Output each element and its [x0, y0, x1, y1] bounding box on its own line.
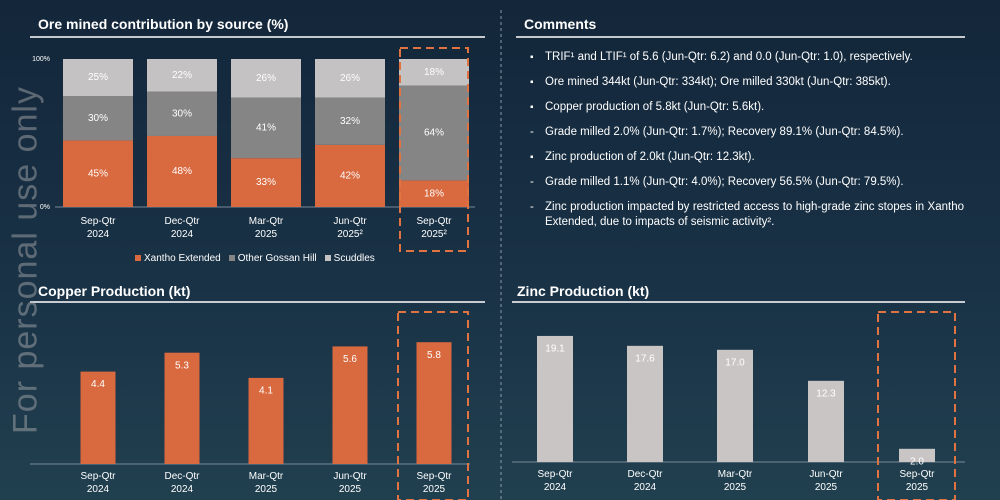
data-label: 42%	[340, 171, 360, 182]
legend: Xantho Extended Other Gossan Hill Scuddles	[135, 253, 375, 264]
highlight-box	[397, 311, 469, 500]
bar	[80, 371, 116, 464]
data-label: 64%	[424, 128, 444, 139]
comment-item: Ore mined 344kt (Jun-Qtr: 334kt); Ore mi…	[530, 75, 964, 90]
chart-title: Ore mined contribution by source (%)	[38, 16, 289, 32]
bar	[808, 380, 844, 462]
x-tick-label: Sep-Qtr 2024	[537, 469, 573, 493]
data-label: 30%	[172, 108, 192, 119]
bar-segment	[315, 97, 385, 145]
bar	[248, 377, 284, 464]
legend-entry: Scuddles	[324, 253, 375, 264]
x-tick-label: Sep-Qtr 2024	[80, 471, 116, 495]
data-label: 45%	[88, 168, 108, 179]
comment-subitem: Zinc production impacted by restricted a…	[530, 200, 964, 230]
data-label: 17.0	[725, 357, 745, 368]
data-label: 33%	[256, 177, 276, 188]
bar-segment	[147, 91, 217, 136]
data-label: 25%	[88, 72, 108, 83]
x-tick-label: Sep-Qtr 2025²	[416, 216, 452, 240]
legend-label: Xantho Extended	[144, 253, 221, 264]
bar-segment	[147, 135, 217, 207]
x-tick-label: Mar-Qtr 2025	[248, 471, 284, 495]
bar-segment	[231, 158, 301, 207]
data-label: 4.1	[259, 386, 273, 397]
watermark: For personal use only	[6, 86, 45, 434]
bar-segment	[63, 59, 133, 96]
legend-entry: Xantho Extended	[135, 253, 221, 264]
legend-entry: Other Gossan Hill	[228, 253, 317, 264]
x-tick-label: Dec-Qtr 2024	[164, 216, 200, 240]
comments-title: Comments	[524, 16, 597, 32]
bar-segment	[231, 59, 301, 98]
bar	[332, 346, 368, 464]
bar-segment	[147, 59, 217, 92]
x-tick-label: Jun-Qtr 2025	[333, 471, 367, 495]
bar	[627, 345, 663, 462]
data-label: 32%	[340, 116, 360, 127]
bar	[899, 448, 935, 462]
x-tick-label: Mar-Qtr 2025	[248, 216, 284, 240]
comment-text: Ore mined 344kt (Jun-Qtr: 334kt); Ore mi…	[530, 75, 964, 90]
comment-item: TRIF¹ and LTIF¹ of 5.6 (Jun-Qtr: 6.2) an…	[530, 50, 964, 65]
bar	[164, 352, 200, 464]
data-label: 19.1	[545, 344, 565, 355]
legend-label: Scuddles	[333, 253, 375, 264]
comment-item: Copper production of 5.8kt (Jun-Qtr: 5.6…	[530, 100, 964, 140]
data-label: 22%	[172, 70, 192, 81]
highlight-box	[399, 47, 469, 252]
bar	[416, 342, 452, 464]
y-tick-label: 100%	[32, 56, 50, 63]
comment-item: Zinc production of 2.0kt (Jun-Qtr: 12.3k…	[530, 150, 964, 230]
bar-segment	[399, 59, 469, 86]
data-label: 30%	[88, 113, 108, 124]
x-tick-label: Sep-Qtr 2025	[416, 471, 452, 495]
bar-segment	[231, 97, 301, 159]
comment-subitem: Grade milled 1.1% (Jun-Qtr: 4.0%); Recov…	[530, 175, 964, 190]
data-label: 18%	[424, 67, 444, 78]
data-label: 26%	[256, 73, 276, 84]
bar-segment	[399, 180, 469, 207]
data-label: 41%	[256, 122, 276, 133]
x-tick-label: Jun-Qtr 2025²	[333, 216, 367, 240]
bar-segment	[63, 96, 133, 141]
comment-subitem: Grade milled 2.0% (Jun-Qtr: 1.7%); Recov…	[530, 125, 964, 140]
data-label: 5.8	[427, 350, 441, 361]
x-tick-label: Dec-Qtr 2024	[164, 471, 200, 495]
data-label: 5.3	[175, 360, 189, 371]
data-label: 2.0	[910, 456, 924, 467]
bar-segment	[315, 144, 385, 207]
x-tick-label: Jun-Qtr 2025	[809, 469, 843, 493]
data-label: 12.3	[816, 388, 836, 399]
x-tick-label: Sep-Qtr 2024	[80, 216, 116, 240]
legend-swatch	[228, 255, 235, 261]
data-label: 26%	[340, 73, 360, 84]
data-label: 17.6	[635, 353, 655, 364]
legend-swatch	[324, 255, 331, 261]
bar-segment	[399, 85, 469, 181]
chart-title: Zinc Production (kt)	[517, 283, 650, 299]
y-tick-label: 0%	[40, 204, 50, 211]
data-label: 4.4	[91, 379, 105, 390]
x-tick-label: Sep-Qtr 2025	[899, 469, 935, 493]
comment-text: Zinc production of 2.0kt (Jun-Qtr: 12.3k…	[530, 150, 964, 165]
comments-panel: TRIF¹ and LTIF¹ of 5.6 (Jun-Qtr: 6.2) an…	[530, 50, 964, 240]
x-tick-label: Dec-Qtr 2024	[627, 469, 663, 493]
data-label: 18%	[424, 188, 444, 199]
chart-title: Copper Production (kt)	[38, 283, 191, 299]
bar	[717, 349, 753, 462]
bar-segment	[315, 59, 385, 98]
comment-text: TRIF¹ and LTIF¹ of 5.6 (Jun-Qtr: 6.2) an…	[530, 50, 964, 65]
highlight-box	[877, 311, 956, 500]
legend-label: Other Gossan Hill	[237, 253, 317, 264]
bar	[537, 335, 573, 462]
x-tick-label: Mar-Qtr 2025	[717, 469, 753, 493]
data-label: 5.6	[343, 354, 357, 365]
data-label: 48%	[172, 166, 192, 177]
legend-swatch	[135, 255, 141, 261]
comment-text: Copper production of 5.8kt (Jun-Qtr: 5.6…	[530, 100, 964, 115]
bar-segment	[63, 140, 133, 207]
